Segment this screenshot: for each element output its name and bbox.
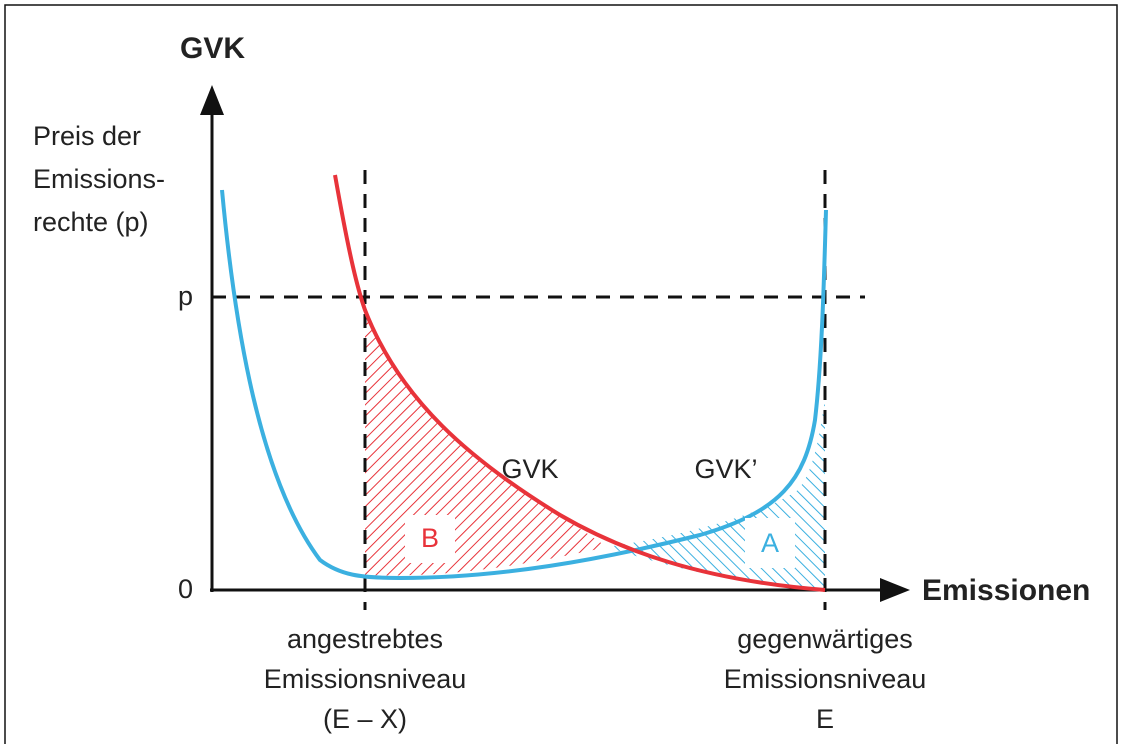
- curve-label: GVK: [501, 454, 558, 484]
- area-a-label: A: [761, 528, 779, 558]
- area-b-box: [405, 515, 455, 563]
- x-axis-title: Emissionen: [922, 574, 1090, 607]
- y-axis-label: Preis der: [33, 121, 141, 151]
- curve-alternative: [220, 189, 828, 581]
- curve-label: GVK’: [694, 454, 757, 484]
- area-b-label: B: [421, 523, 439, 553]
- marker-label: Emissionsniveau: [264, 664, 467, 694]
- marker-label: angestrebtes: [287, 624, 443, 654]
- marker-label: gegenwärtiges: [737, 624, 913, 654]
- area-a-box: [745, 518, 795, 568]
- frame: [4, 4, 1118, 744]
- y-axis-label: Emissions-: [33, 164, 165, 194]
- area-b: [365, 310, 607, 576]
- y-axis-label: rechte (p): [33, 207, 149, 237]
- price-label: p: [178, 281, 193, 311]
- origin-label: 0: [178, 574, 193, 604]
- marker-label: Emissionsniveau: [724, 664, 927, 694]
- y-axis-title: GVK: [180, 32, 245, 65]
- marker-label: (E – X): [323, 704, 407, 734]
- marker-label: E: [816, 704, 834, 734]
- curve-current: [333, 174, 826, 592]
